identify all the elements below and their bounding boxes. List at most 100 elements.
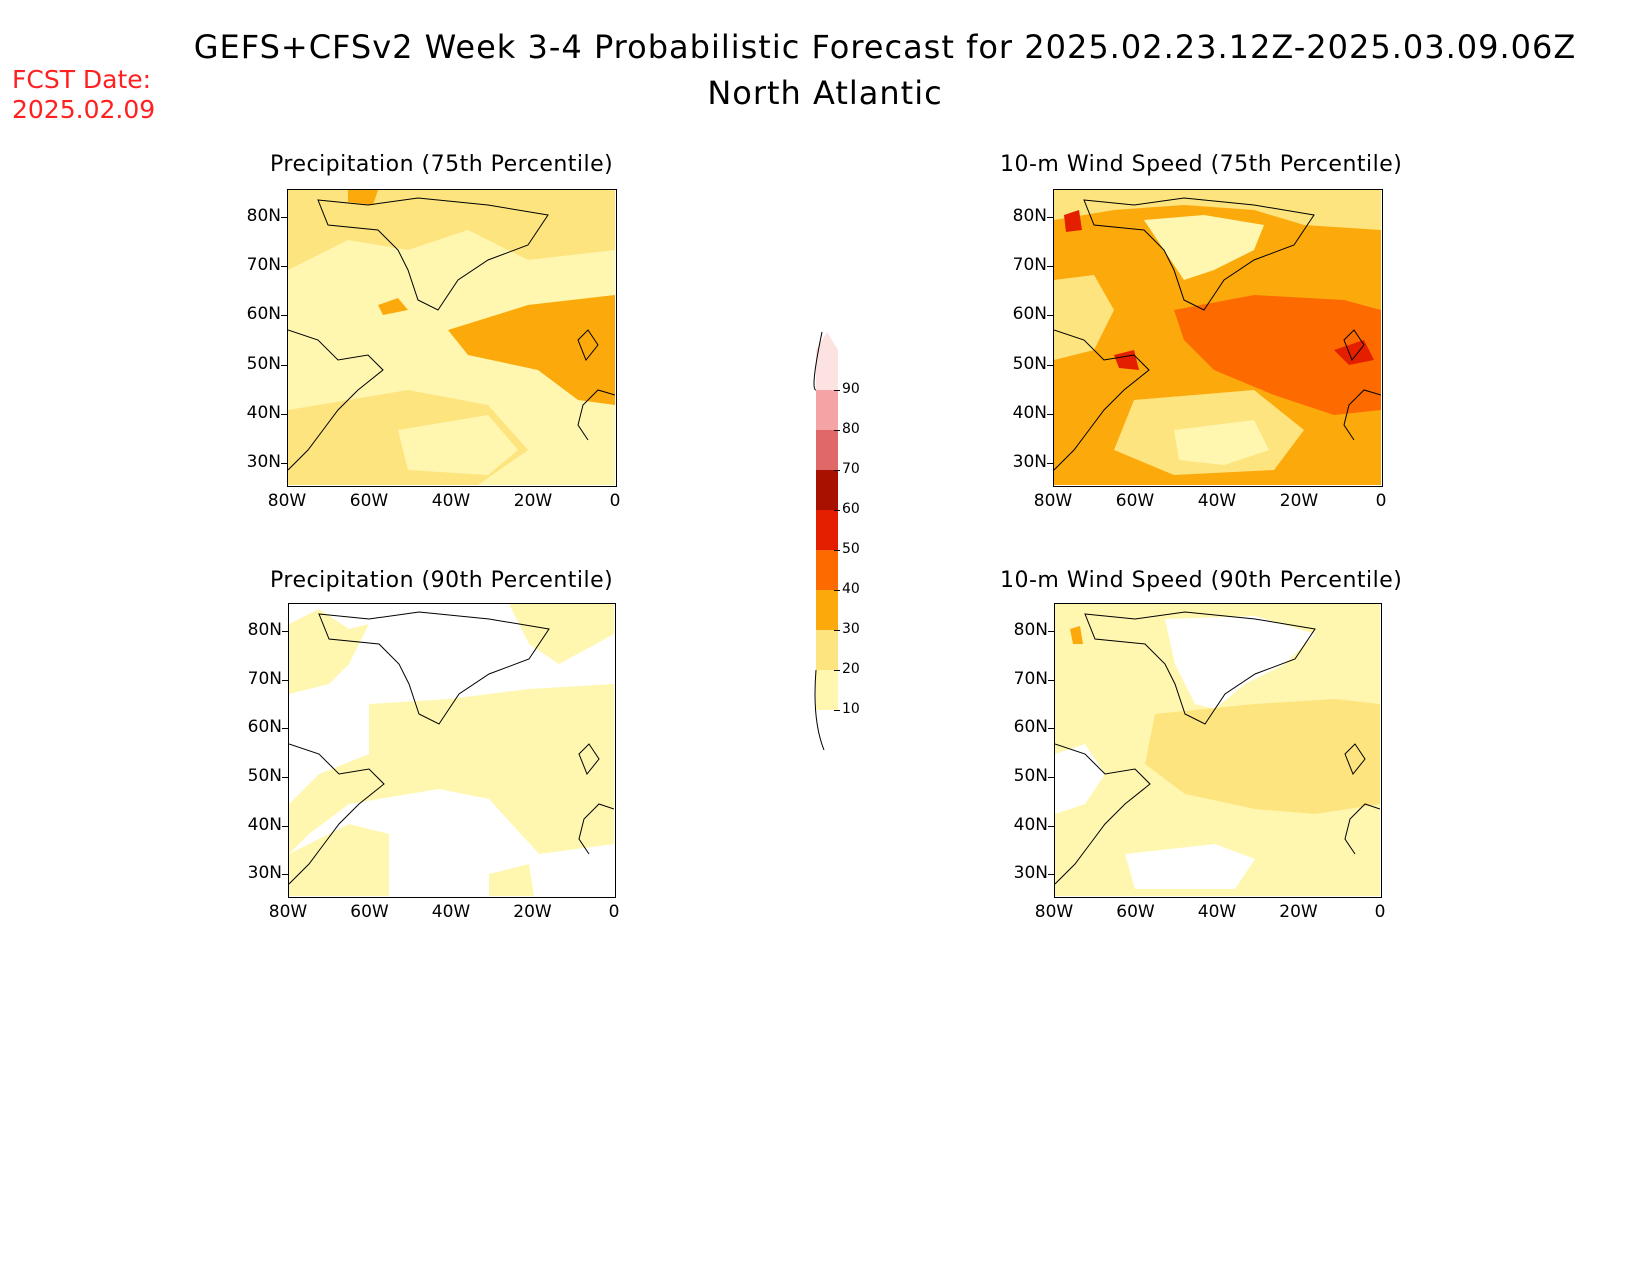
lon-label-wind-75: 20W	[1279, 491, 1319, 511]
lat-tick	[1047, 217, 1053, 218]
lat-label-wind-75: 40N	[1012, 402, 1047, 423]
lon-label-precip-90: 60W	[350, 902, 389, 922]
colorbar-label: 10	[842, 701, 860, 717]
lat-label-precip-90: 60N	[247, 717, 282, 738]
lat-label-wind-90: 30N	[1013, 863, 1048, 884]
lat-tick	[281, 413, 287, 415]
lat-tick	[282, 874, 288, 876]
colorbar-edge	[814, 669, 825, 750]
lon-label-wind-90: 40W	[1197, 902, 1237, 922]
lon-label-wind-75: 40W	[1197, 491, 1237, 511]
lat-tick	[1047, 413, 1053, 415]
lat-tick	[281, 315, 287, 317]
colorbar-segment	[816, 390, 838, 430]
colorbar-label: 60	[842, 501, 860, 517]
lon-label-precip-90: 40W	[431, 902, 471, 922]
panel-title-precip-75: Precipitation (75th Percentile)	[270, 152, 614, 177]
lat-label-precip-90: 40N	[247, 814, 282, 835]
panel-title-wind-90: 10-m Wind Speed (90th Percentile)	[1000, 568, 1403, 593]
colorbar-tick	[834, 630, 840, 631]
colorbar-segment	[816, 510, 838, 550]
lon-label-precip-90: 80W	[268, 902, 308, 922]
lat-label-precip-75: 40N	[246, 402, 281, 423]
lat-label-wind-75: 60N	[1012, 304, 1047, 325]
colorbar-label: 50	[842, 541, 860, 557]
colorbar-tick	[834, 670, 840, 671]
colorbar-tick	[834, 710, 840, 711]
lat-label-precip-75: 60N	[246, 304, 281, 325]
map-precip-90	[288, 603, 616, 898]
colorbar-tick	[834, 390, 840, 391]
colorbar-edge	[813, 331, 823, 391]
fcst-date-value: 2025.02.09	[12, 95, 156, 124]
panel-title-wind-75: 10-m Wind Speed (75th Percentile)	[1000, 152, 1403, 177]
lon-label-precip-90: 0	[608, 902, 620, 922]
lon-label-wind-75: 0	[1375, 491, 1387, 511]
colorbar-label: 70	[842, 461, 860, 477]
lon-label-precip-75: 40W	[431, 491, 471, 511]
lat-tick	[282, 825, 288, 827]
colorbar-label: 90	[842, 381, 860, 397]
colorbar-segment	[816, 670, 838, 710]
colorbar-tick	[834, 470, 840, 471]
map-wind-90	[1054, 603, 1382, 898]
lon-label-precip-90: 20W	[513, 902, 552, 922]
lat-tick	[1048, 777, 1054, 779]
colorbar-segment	[816, 470, 838, 510]
lat-tick	[1048, 728, 1054, 730]
lat-tick	[1048, 874, 1054, 876]
lat-label-wind-75: 30N	[1012, 451, 1047, 472]
lon-label-precip-75: 0	[609, 491, 621, 511]
lat-label-wind-75: 50N	[1012, 353, 1047, 374]
colorbar-segment	[816, 590, 838, 630]
lat-label-wind-90: 80N	[1013, 620, 1048, 640]
colorbar-segment	[816, 550, 838, 590]
lat-tick	[282, 728, 288, 730]
lat-label-precip-75: 80N	[246, 206, 281, 226]
lon-label-wind-75: 80W	[1033, 491, 1073, 511]
region-subtitle: North Atlantic	[707, 74, 943, 112]
lat-label-wind-75: 70N	[1012, 255, 1047, 276]
lat-tick	[1048, 679, 1054, 681]
lat-label-wind-75: 80N	[1012, 206, 1047, 226]
lat-label-precip-75: 50N	[246, 353, 281, 374]
lat-tick	[281, 462, 287, 464]
colorbar-tick	[834, 510, 840, 511]
lat-label-wind-90: 40N	[1013, 814, 1048, 835]
lon-label-precip-75: 20W	[513, 491, 553, 511]
lat-tick	[1047, 462, 1053, 464]
lat-label-wind-90: 70N	[1013, 668, 1048, 689]
lat-tick	[1047, 266, 1053, 268]
colorbar-label: 40	[842, 581, 860, 597]
colorbar-label: 20	[842, 661, 860, 677]
lat-label-precip-75: 30N	[246, 451, 281, 472]
colorbar-segment	[816, 430, 838, 470]
fcst-date-label: FCST Date:	[12, 65, 152, 94]
lon-label-precip-75: 80W	[267, 491, 307, 511]
lat-tick	[1048, 825, 1054, 827]
lat-tick	[281, 217, 287, 218]
colorbar-tick	[834, 550, 840, 551]
main-title: GEFS+CFSv2 Week 3-4 Probabilistic Foreca…	[193, 28, 1577, 66]
colorbar-tick	[834, 590, 840, 591]
lat-label-wind-90: 60N	[1013, 717, 1048, 738]
lon-label-wind-75: 60W	[1115, 491, 1155, 511]
lat-label-precip-90: 80N	[247, 620, 282, 640]
lat-tick	[282, 631, 288, 632]
map-wind-75	[1053, 189, 1383, 487]
lon-label-wind-90: 20W	[1279, 902, 1318, 922]
colorbar-tick	[834, 430, 840, 431]
lat-label-precip-90: 30N	[247, 863, 282, 884]
colorbar-segment	[816, 350, 838, 390]
colorbar-label: 30	[842, 621, 860, 637]
colorbar-top-arrow	[816, 332, 838, 350]
lon-label-wind-90: 60W	[1116, 902, 1155, 922]
lat-label-wind-90: 50N	[1013, 766, 1048, 787]
colorbar-segment	[816, 630, 838, 670]
panel-title-precip-90: Precipitation (90th Percentile)	[270, 568, 614, 593]
lon-label-wind-90: 80W	[1034, 902, 1074, 922]
lat-tick	[281, 266, 287, 268]
lon-label-wind-90: 0	[1374, 902, 1386, 922]
lat-tick	[1048, 631, 1054, 632]
lat-tick	[282, 777, 288, 779]
